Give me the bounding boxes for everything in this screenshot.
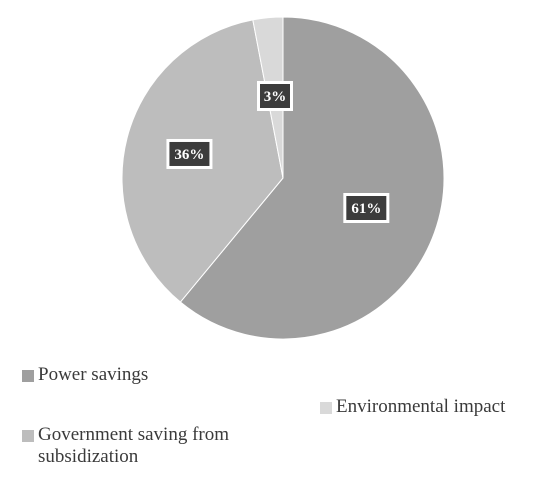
pie-chart: 61% 36% 3%: [121, 16, 445, 340]
legend-item-power-savings: Power savings: [22, 364, 148, 386]
data-label-text-environmental-impact: 3%: [264, 89, 287, 105]
data-label-text-power-savings: 61%: [351, 201, 381, 217]
legend-label-environmental-impact: Environmental impact: [336, 396, 506, 417]
pie-slice-power-savings: [179, 16, 445, 340]
data-label-power-savings: 61%: [343, 192, 390, 223]
legend-item-environmental-impact: Environmental impact: [320, 396, 505, 418]
legend-item-government-saving: Government saving from subsidization: [22, 424, 292, 468]
data-label-government-saving: 36%: [166, 138, 213, 169]
legend-swatch-power-savings: [22, 370, 34, 382]
legend-label-power-savings: Power savings: [38, 364, 149, 385]
legend-label-government-saving: Government saving from subsidization: [38, 424, 230, 467]
data-label-text-government-saving: 36%: [174, 147, 204, 163]
legend-swatch-government-saving: [22, 430, 34, 442]
legend-swatch-environmental-impact: [320, 402, 332, 414]
data-label-environmental-impact: 3%: [257, 81, 293, 111]
